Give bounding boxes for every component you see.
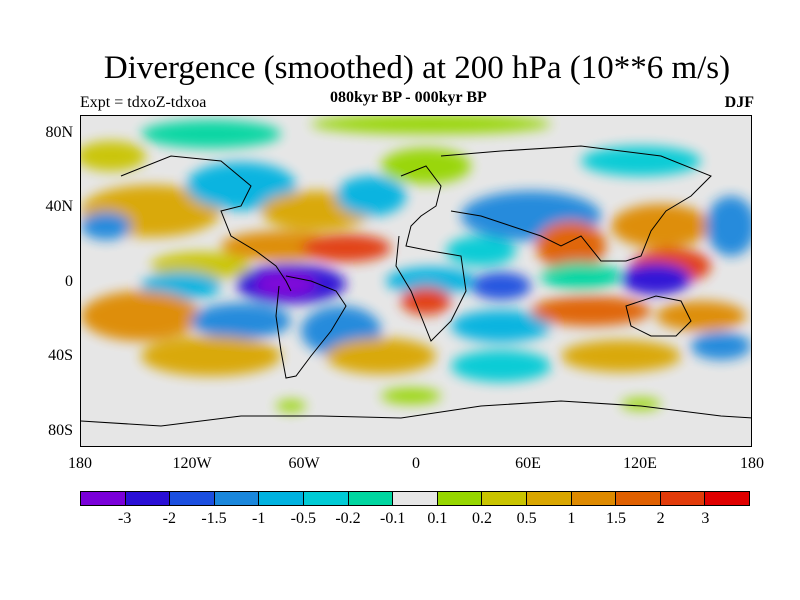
colorbar-swatch xyxy=(437,492,483,505)
y-tick-label: 0 xyxy=(65,273,73,290)
colorbar-label: -2 xyxy=(162,510,176,527)
colorbar-swatch xyxy=(526,492,572,505)
x-tick-label: 0 xyxy=(412,455,420,472)
colorbar-swatch xyxy=(170,492,215,505)
x-tick-label: 60E xyxy=(515,455,541,472)
x-tick-label: 120E xyxy=(623,455,657,472)
colorbar-label: 0.1 xyxy=(427,510,448,527)
colorbar-label: -0.2 xyxy=(335,510,361,527)
colorbar-label: 1.5 xyxy=(606,510,626,527)
x-tick-label: 120W xyxy=(172,455,212,472)
colorbar-label: 1 xyxy=(567,510,576,527)
x-tick-label: 180 xyxy=(740,455,764,472)
colorbar-swatch xyxy=(348,492,394,505)
colorbar-swatch xyxy=(571,492,617,505)
colorbar-label: -3 xyxy=(117,510,132,527)
y-tick-label: 80S xyxy=(48,422,73,439)
plot-subtitle: 080kyr BP - 000kyr BP xyxy=(330,89,487,106)
coastlines xyxy=(81,145,751,427)
season-label: DJF xyxy=(724,94,754,111)
colorbar-swatch xyxy=(660,492,706,505)
colorbar-label: -1.5 xyxy=(201,510,227,527)
colorbar-label: -0.1 xyxy=(379,510,406,527)
y-tick-label: 80N xyxy=(45,124,73,141)
x-tick-label: 180 xyxy=(68,455,92,472)
x-tick-label: 60W xyxy=(288,455,320,472)
colorbar-label: 3 xyxy=(701,510,710,527)
colorbar-swatch xyxy=(125,492,171,505)
colorbar-label: -0.5 xyxy=(290,510,316,527)
colorbar-swatch xyxy=(214,492,260,505)
map-field xyxy=(81,116,751,446)
colorbar-label: -1 xyxy=(251,510,266,527)
colorbar-swatch xyxy=(259,492,304,505)
colorbar-label: 2 xyxy=(656,510,665,527)
colorbar-label: 0.2 xyxy=(472,510,492,527)
colorbar-swatch xyxy=(482,492,527,505)
colorbar-swatch xyxy=(393,492,438,505)
colorbar-swatch xyxy=(705,492,749,505)
plot-title: Divergence (smoothed) at 200 hPa (10**6 … xyxy=(103,50,731,86)
colorbar-swatch xyxy=(81,492,126,505)
divergence-map xyxy=(80,115,752,447)
colorbar-swatch xyxy=(616,492,661,505)
colorbar-label: 0.5 xyxy=(516,510,537,527)
colorbar xyxy=(80,491,750,506)
experiment-label: Expt = tdxoZ-tdxoa xyxy=(80,94,207,111)
y-tick-label: 40S xyxy=(48,347,73,364)
y-tick-label: 40N xyxy=(45,198,73,215)
colorbar-swatch xyxy=(303,492,349,505)
